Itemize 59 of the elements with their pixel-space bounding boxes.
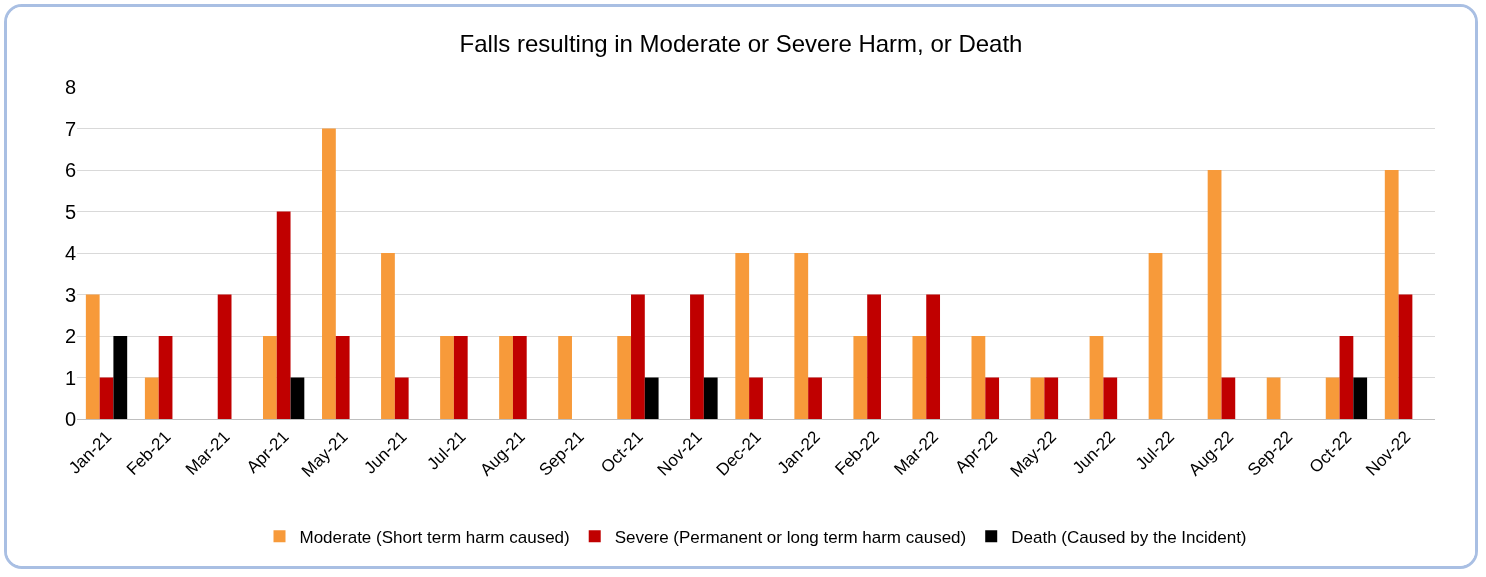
legend-label: Moderate (Short term harm caused) [299,527,570,547]
bar [808,377,822,419]
bar [912,336,927,419]
bar [735,253,750,419]
chart-title: Falls resulting in Moderate or Severe Harm, or Death [459,29,1023,57]
bar [335,336,350,419]
bar [1325,377,1340,419]
bar [262,336,277,419]
bar [1398,294,1413,419]
bar [1148,253,1163,419]
bar [394,377,409,419]
bar [985,377,1000,419]
bar [144,377,159,419]
y-tick-label: 3 [64,283,76,306]
bar [794,253,809,419]
y-tick-label: 2 [64,325,76,347]
y-tick-label: 0 [64,408,76,430]
bar [644,377,659,419]
bar [453,336,468,419]
bar [867,294,881,419]
y-tick-label: 5 [64,200,76,223]
legend-label: Severe (Permanent or long term harm caused) [614,527,967,547]
y-tick-label: 4 [64,242,76,264]
y-tick-label: 1 [64,366,76,389]
bar [158,336,173,419]
bar [631,294,645,419]
bar [1044,377,1059,419]
bar [1103,377,1118,419]
bar [1089,336,1104,419]
bar [690,294,704,419]
bar [1384,170,1399,419]
bar [1266,377,1281,419]
bar [217,294,232,419]
legend-label: Death (Caused by the Incident) [1011,527,1247,547]
y-tick-label: 7 [64,117,76,140]
bar [926,294,941,419]
bar [703,377,718,419]
bar [276,211,291,419]
bar [1339,336,1354,419]
bar [440,336,454,419]
bar [617,336,632,419]
bar [1207,170,1222,419]
bar [381,253,395,419]
bar [85,294,100,419]
bar [558,336,572,419]
bar [290,377,305,419]
bar [1353,377,1368,419]
bar [113,336,128,419]
y-tick-label: 8 [64,76,76,98]
bar [499,336,513,419]
bar [512,336,527,419]
bar [971,336,986,419]
y-tick-label: 6 [64,159,76,181]
bar [322,128,336,419]
bar [1030,377,1045,419]
bar [749,377,763,419]
bar [1221,377,1236,419]
bar [853,336,868,419]
bar [99,377,114,419]
